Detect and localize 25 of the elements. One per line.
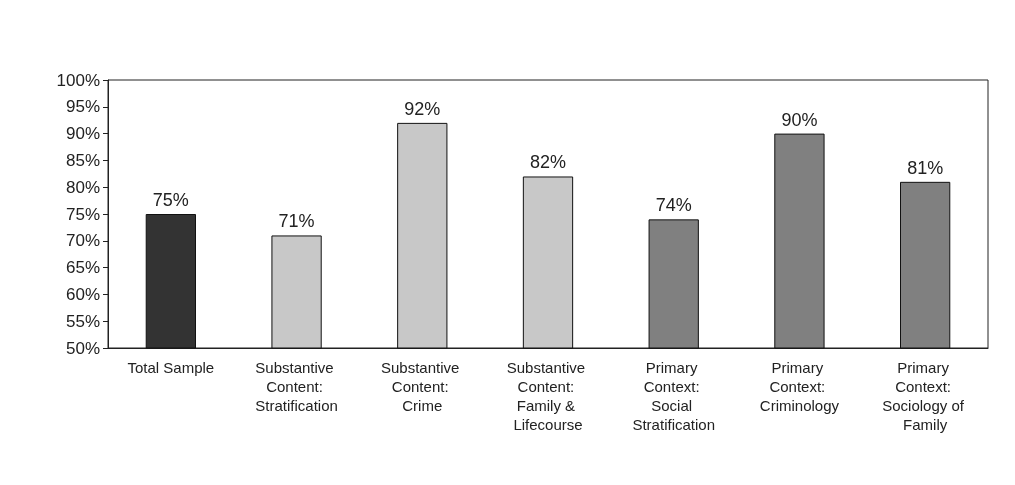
x-tick-label: Primary Context: Criminology	[759, 359, 840, 414]
data-label: 75%	[152, 190, 189, 210]
y-tick-label: 55%	[65, 311, 100, 331]
x-tick-label: Substantive Content: Stratification	[255, 359, 338, 414]
data-label: 92%	[404, 98, 441, 119]
data-label: 82%	[529, 152, 567, 173]
y-tick-label: 50%	[65, 338, 100, 358]
data-label: 90%	[781, 109, 818, 130]
x-tick-label: Primary Context: Sociology of Family	[882, 359, 969, 433]
y-tick-label: 95%	[65, 97, 100, 117]
y-tick-label: 70%	[65, 231, 100, 251]
y-tick-label: 90%	[65, 124, 100, 144]
data-label: 71%	[278, 211, 315, 232]
y-tick-label: 65%	[65, 258, 100, 278]
x-tick-label: Substantive Content: Family & Lifecourse	[506, 359, 590, 433]
x-tick-label: Total Sample	[127, 359, 215, 376]
y-tick-label: 80%	[65, 177, 100, 197]
y-tick-label: 60%	[65, 284, 100, 304]
y-tick-label: 75%	[65, 204, 100, 224]
y-tick-label: 100%	[56, 70, 100, 90]
x-tick-label: Substantive Content: Crime	[381, 359, 464, 414]
data-label: 81%	[907, 157, 944, 178]
y-tick-label: 85%	[65, 150, 100, 170]
data-label: 74%	[655, 195, 692, 216]
x-tick-label: Primary Context: Social Stratification	[632, 359, 715, 433]
